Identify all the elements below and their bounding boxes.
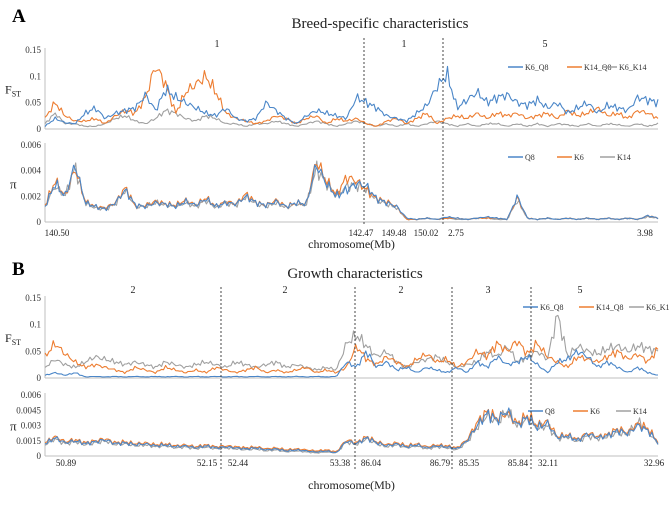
series-line-k6-q8 <box>44 349 658 378</box>
x-tick-label: 32.11 <box>538 458 558 468</box>
legend-label: K14_Q8 <box>596 303 624 312</box>
plot-A-2 <box>44 160 659 221</box>
y-tick-label: 0.004 <box>21 166 42 176</box>
y-tick-label: 0.15 <box>25 293 41 303</box>
x-axis-label: chromosome(Mb) <box>308 237 395 251</box>
series-line-k6-k14 <box>44 108 659 128</box>
legend-label: K6_Q8 <box>540 303 564 312</box>
y-tick-label: 0.15 <box>25 45 41 55</box>
y-tick-label: 0.006 <box>21 140 42 150</box>
x-tick-label: 86.04 <box>361 458 382 468</box>
segment-label: 2 <box>131 285 136 296</box>
series-line-k6 <box>44 162 659 221</box>
segment-label: 5 <box>578 285 583 296</box>
series-line-k14-q8 <box>44 69 659 127</box>
x-tick-label: 52.15 <box>197 458 218 468</box>
legend-label: Q8 <box>545 407 555 416</box>
y-tick-label: 0.0015 <box>16 436 41 446</box>
x-tick-label: 85.84 <box>508 458 529 468</box>
segment-label: 2 <box>283 285 288 296</box>
y-tick-label: 0.05 <box>25 346 41 356</box>
legend-label: Q8 <box>525 153 535 162</box>
plot-B-2 <box>44 407 659 454</box>
x-tick-label: 50.89 <box>56 458 77 468</box>
x-tick-label: 2.75 <box>448 228 464 238</box>
x-tick-label: 52.44 <box>228 458 249 468</box>
segment-label: 1 <box>402 39 407 50</box>
chart-title: Breed-specific characteristics <box>292 16 469 32</box>
y-tick-label: 0.05 <box>25 98 41 108</box>
y-tick-label: 0.1 <box>30 320 41 330</box>
legend-label: K14 <box>617 153 631 162</box>
panel-letter: B <box>12 259 25 280</box>
x-axis-label: chromosome(Mb) <box>308 478 395 492</box>
y-tick-label: 0.0045 <box>16 405 41 415</box>
legend-label: K6_Q8 <box>525 63 549 72</box>
x-tick-label: 140.50 <box>45 228 70 238</box>
y-tick-label: 0.006 <box>21 390 42 400</box>
x-tick-label: 150.02 <box>414 228 439 238</box>
y-tick-label: 0 <box>37 451 42 461</box>
y-tick-label: 0.003 <box>21 421 42 431</box>
segment-label: 3 <box>486 285 491 296</box>
x-tick-label: 3.98 <box>637 228 653 238</box>
panel-letter: A <box>12 6 26 27</box>
y-tick-label: 0.1 <box>30 71 41 81</box>
y-tick-label: 0.002 <box>21 191 41 201</box>
series-line-k6-k14 <box>44 314 659 372</box>
x-tick-label: 53.38 <box>330 458 351 468</box>
series-line-k14 <box>44 160 659 221</box>
x-tick-label: 85.35 <box>459 458 480 468</box>
legend-label: K14_Q8 <box>584 63 612 72</box>
legend-label: K6 <box>574 153 584 162</box>
series-line-q8 <box>44 164 659 221</box>
legend-label: K14 <box>633 407 647 416</box>
y-axis-label: FST <box>5 331 21 347</box>
plot-A-1 <box>44 65 659 128</box>
series-line-k6-q8 <box>44 65 659 128</box>
legend-label: K6 <box>590 407 600 416</box>
x-tick-label: 142.47 <box>349 228 374 238</box>
y-axis-label: FST <box>5 83 21 99</box>
series-line-q8 <box>44 407 659 454</box>
segment-label: 5 <box>543 39 548 50</box>
y-axis-label: π <box>10 419 17 434</box>
y-tick-label: 0 <box>37 217 42 227</box>
x-tick-label: 86.79 <box>430 458 451 468</box>
plot-B-1 <box>44 314 659 378</box>
segment-label: 1 <box>215 39 220 50</box>
series-line-k14 <box>44 409 659 454</box>
y-axis-label: π <box>10 177 17 192</box>
legend-label: K6_K14 <box>619 63 647 72</box>
x-tick-label: 32.96 <box>644 458 665 468</box>
y-tick-label: 0 <box>37 373 42 383</box>
y-tick-label: 0 <box>37 124 42 134</box>
series-line-k14-q8 <box>44 339 659 375</box>
x-tick-label: 149.48 <box>382 228 407 238</box>
legend-label: K6_K14 <box>646 303 669 312</box>
chart-title: Growth characteristics <box>287 266 423 282</box>
segment-label: 2 <box>399 285 404 296</box>
